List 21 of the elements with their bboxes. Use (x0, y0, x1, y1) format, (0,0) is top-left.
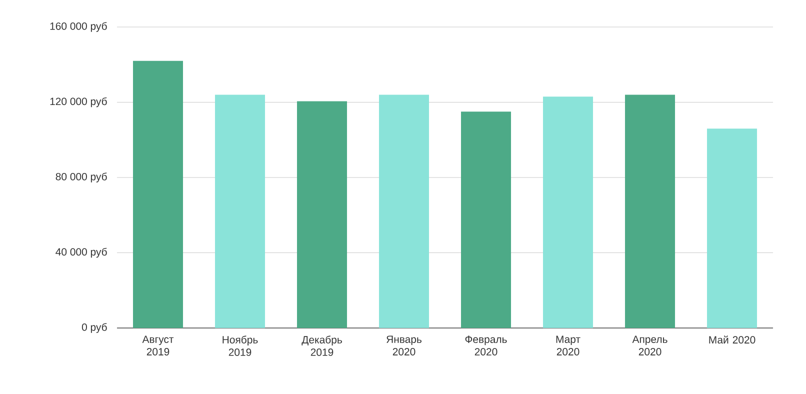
x-tick-label: Май 2020 (709, 336, 756, 344)
bar (625, 94, 676, 328)
bar (297, 101, 348, 328)
y-tick-label: 0 руб (82, 323, 107, 333)
bar (707, 128, 758, 328)
y-tick-label: 120 000 руб (50, 97, 107, 108)
bar (461, 112, 512, 328)
x-tick-label: Август 2019 (142, 336, 174, 356)
bar (379, 94, 430, 328)
x-tick-label: Ноябрь 2019 (222, 336, 258, 356)
bar (133, 60, 183, 328)
bar (215, 94, 265, 328)
x-tick-label: Январь 2020 (386, 336, 422, 356)
y-tick-label: 40 000 руб (56, 248, 107, 258)
x-tick-label: Март 2020 (556, 336, 580, 356)
x-tick-label: Декабрь 2019 (302, 336, 342, 356)
bar (543, 96, 594, 328)
x-tick-label: Апрель 2020 (632, 336, 668, 356)
y-tick-label: 80 000 руб (56, 172, 107, 182)
x-tick-label: Февраль 2020 (465, 336, 507, 356)
y-tick-label: 160 000 руб (50, 22, 107, 32)
